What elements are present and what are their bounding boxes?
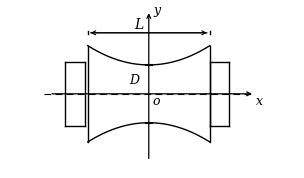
Text: L: L [135, 18, 144, 32]
Text: x: x [256, 95, 263, 108]
Text: y: y [154, 4, 161, 17]
Text: o: o [152, 95, 160, 108]
Text: D: D [129, 74, 139, 87]
